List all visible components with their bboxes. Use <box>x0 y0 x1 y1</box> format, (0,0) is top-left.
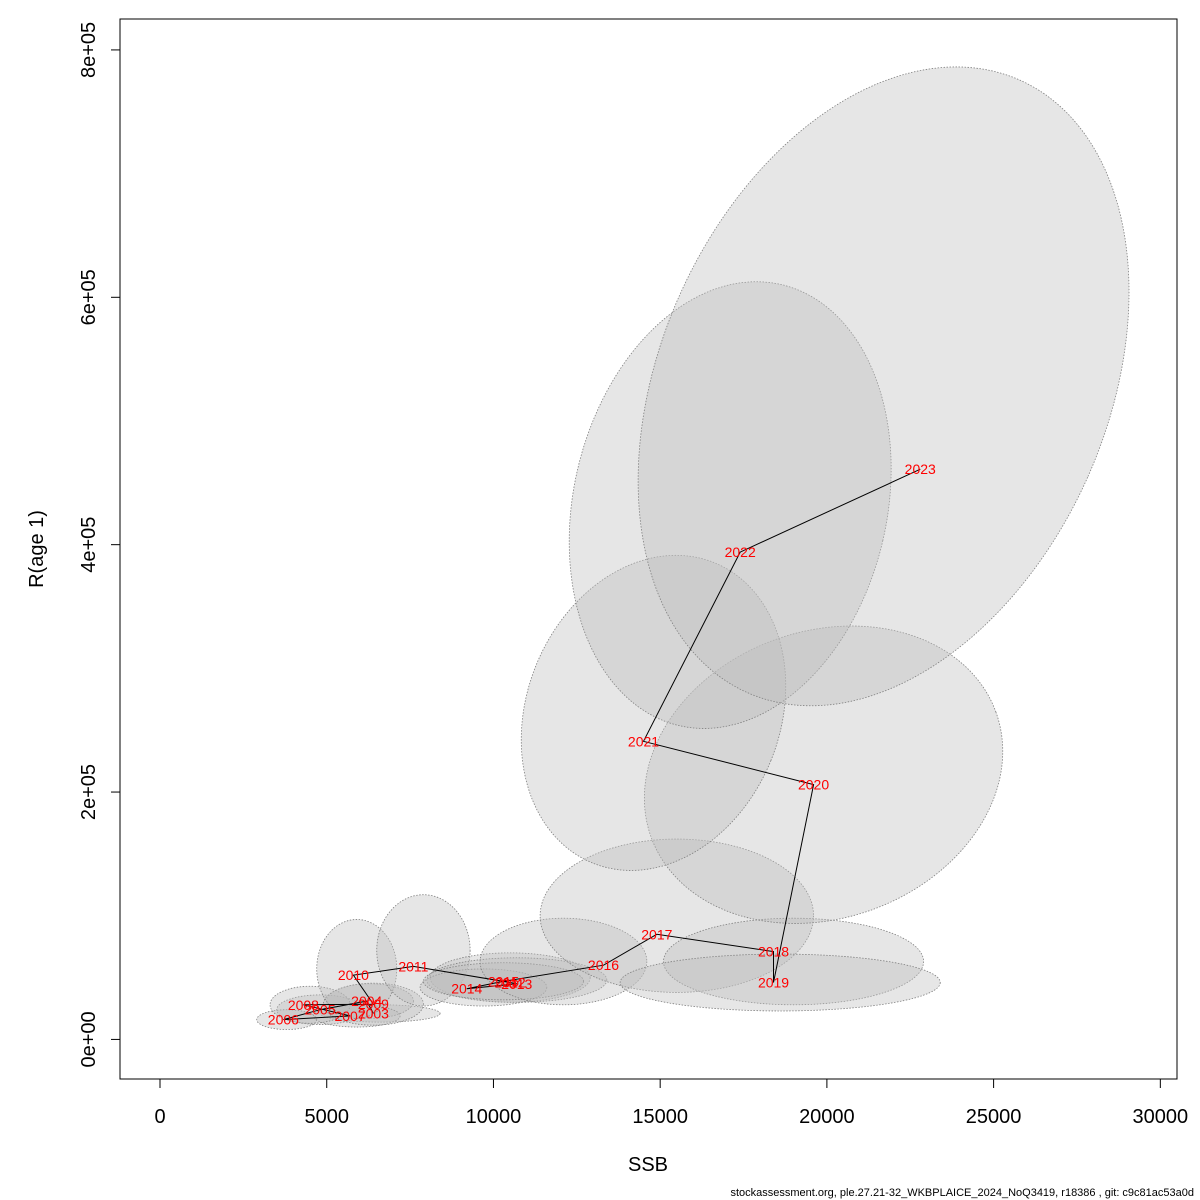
year-label-2005: 2005 <box>304 1002 335 1018</box>
x-tick-label-20000: 20000 <box>799 1106 855 1128</box>
year-label-2006: 2006 <box>268 1012 299 1028</box>
x-tick-label-5000: 5000 <box>304 1106 349 1128</box>
trajectory-polyline <box>283 468 921 1021</box>
year-label-2018: 2018 <box>758 944 789 960</box>
ellipse-2022 <box>568 281 892 729</box>
year-label-2011: 2011 <box>398 958 428 974</box>
year-label-2019: 2019 <box>758 975 789 991</box>
year-label-2015: 2015 <box>488 973 519 989</box>
x-tick-label-30000: 30000 <box>1133 1106 1189 1128</box>
ellipse-2023 <box>637 66 1130 707</box>
year-label-2012: 2012 <box>495 975 526 991</box>
ellipse-2016 <box>479 917 648 1006</box>
x-axis: 0 5000 10000 15000 20000 25000 30000 <box>154 1078 1189 1128</box>
y-tick-label-600000: 6e+05 <box>78 269 100 325</box>
year-label-2004: 2004 <box>351 993 382 1009</box>
y-axis-title: R(age 1) <box>26 510 48 588</box>
ellipse-2018 <box>663 917 924 1006</box>
y-tick-label-400000: 4e+05 <box>78 517 100 573</box>
ellipse-2019 <box>619 953 941 1012</box>
x-axis-title: SSB <box>628 1154 668 1176</box>
year-label-2021: 2021 <box>628 733 659 749</box>
footer-text: stockassessment.org, ple.27.21-32_WKBPLA… <box>730 1187 1194 1199</box>
year-label-2003: 2003 <box>358 1005 389 1021</box>
year-label-2020: 2020 <box>798 777 829 793</box>
ellipse-2021 <box>520 554 787 871</box>
ellipse-2003 <box>319 1004 441 1023</box>
x-tick-label-25000: 25000 <box>966 1106 1022 1128</box>
ellipse-2020 <box>643 625 1004 924</box>
year-label-2010: 2010 <box>338 967 369 983</box>
confidence-ellipses <box>256 66 1130 1030</box>
y-tick-label-800000: 8e+05 <box>78 22 100 78</box>
year-label-2016: 2016 <box>588 957 619 973</box>
year-label-2008: 2008 <box>288 997 319 1013</box>
x-tick-label-10000: 10000 <box>466 1106 522 1128</box>
year-label-2007: 2007 <box>334 1008 365 1024</box>
year-label-2023: 2023 <box>905 461 936 477</box>
year-label-2014: 2014 <box>451 981 482 997</box>
year-label-2009: 2009 <box>358 996 389 1012</box>
y-axis: 0e+00 2e+05 4e+05 6e+05 8e+05 <box>78 22 121 1068</box>
year-label-2022: 2022 <box>725 544 756 560</box>
year-label-2017: 2017 <box>641 926 672 942</box>
y-tick-label-0: 0e+00 <box>78 1011 100 1067</box>
trajectory-line <box>283 468 921 1021</box>
ellipse-2017 <box>539 838 814 993</box>
year-label-2013: 2013 <box>501 976 532 992</box>
y-tick-label-200000: 2e+05 <box>78 764 100 820</box>
x-tick-label-15000: 15000 <box>632 1106 688 1128</box>
ellipse-2011 <box>376 894 471 1007</box>
x-tick-label-0: 0 <box>154 1106 165 1128</box>
